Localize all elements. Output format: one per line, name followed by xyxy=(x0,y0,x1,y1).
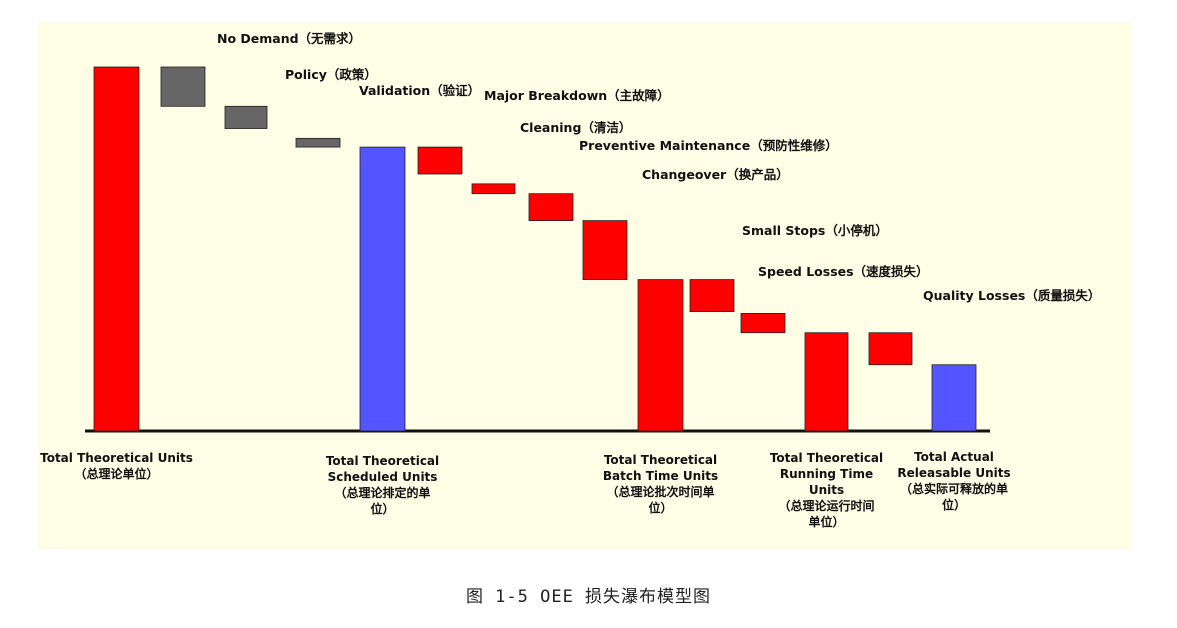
category-label-line: Batch Time Units xyxy=(603,469,718,483)
loss-label: Quality Losses（质量损失） xyxy=(923,288,1100,303)
category-label-line: Units xyxy=(809,483,844,497)
loss-bar xyxy=(868,332,913,366)
loss-label: Preventive Maintenance（预防性维修） xyxy=(579,138,838,153)
category-label-line: （总实际可释放的单 xyxy=(900,481,1008,496)
category-label-line: Total Theoretical xyxy=(326,454,439,468)
loss-label: No Demand（无需求） xyxy=(217,31,361,46)
loss-bar xyxy=(417,146,463,175)
category-label: Total Theoretical Scheduled Units （总理论排定的单… xyxy=(326,454,439,516)
total-bar xyxy=(931,364,977,432)
loss-bar xyxy=(471,183,516,195)
category-label-line: 单位） xyxy=(808,514,844,529)
loss-bar xyxy=(160,66,206,107)
category-label-line: （总理论批次时间单 xyxy=(606,484,714,499)
loss-label: Changeover（换产品） xyxy=(642,167,789,182)
category-label-line: Total Actual xyxy=(914,450,994,464)
category-label-line: 位） xyxy=(370,501,394,516)
category-label-line: （总理论排定的单 xyxy=(334,485,430,500)
total-bar xyxy=(93,66,140,432)
loss-label: Small Stops（小停机） xyxy=(742,223,888,238)
category-label-line: Total Theoretical xyxy=(604,453,717,467)
category-label: Total Theoretical Batch Time Units （总理论批次时… xyxy=(603,453,718,515)
category-label-line: （总理论单位） xyxy=(74,466,158,481)
loss-bar xyxy=(582,220,628,280)
category-label-line: Total Theoretical Units xyxy=(40,451,193,465)
category-label-line: Total Theoretical xyxy=(770,451,883,465)
category-label: Total Theoretical Units （总理论单位） xyxy=(40,451,193,481)
loss-label: Validation（验证） xyxy=(359,83,480,98)
loss-bar xyxy=(689,279,735,313)
loss-label: Speed Losses（速度损失） xyxy=(758,264,929,279)
loss-bar xyxy=(528,193,574,222)
total-bar xyxy=(804,332,849,432)
total-bar xyxy=(359,146,406,432)
loss-bar xyxy=(740,313,786,334)
total-bar xyxy=(637,279,684,432)
category-label-line: 位） xyxy=(942,497,966,512)
category-label-line: Running Time xyxy=(780,467,873,481)
loss-label: Major Breakdown（主故障） xyxy=(484,88,670,103)
category-label: Total Actual Releasable Units （总实际可释放的单位） xyxy=(897,450,1010,512)
category-label-line: 位） xyxy=(648,500,672,515)
loss-label: Cleaning（清洁） xyxy=(520,120,631,135)
loss-label: Policy（政策） xyxy=(285,67,377,82)
category-label-line: Releasable Units xyxy=(897,466,1010,480)
loss-bar xyxy=(295,137,341,148)
category-label-line: （总理论运行时间 xyxy=(778,498,874,513)
figure-caption: 图 1-5 OEE 损失瀑布模型图 xyxy=(465,587,712,607)
category-label-line: Scheduled Units xyxy=(328,470,438,484)
category-label: Total Theoretical Running Time Units （总理论运行… xyxy=(770,451,883,529)
chart-panel xyxy=(38,22,1131,549)
loss-bar xyxy=(224,105,268,129)
